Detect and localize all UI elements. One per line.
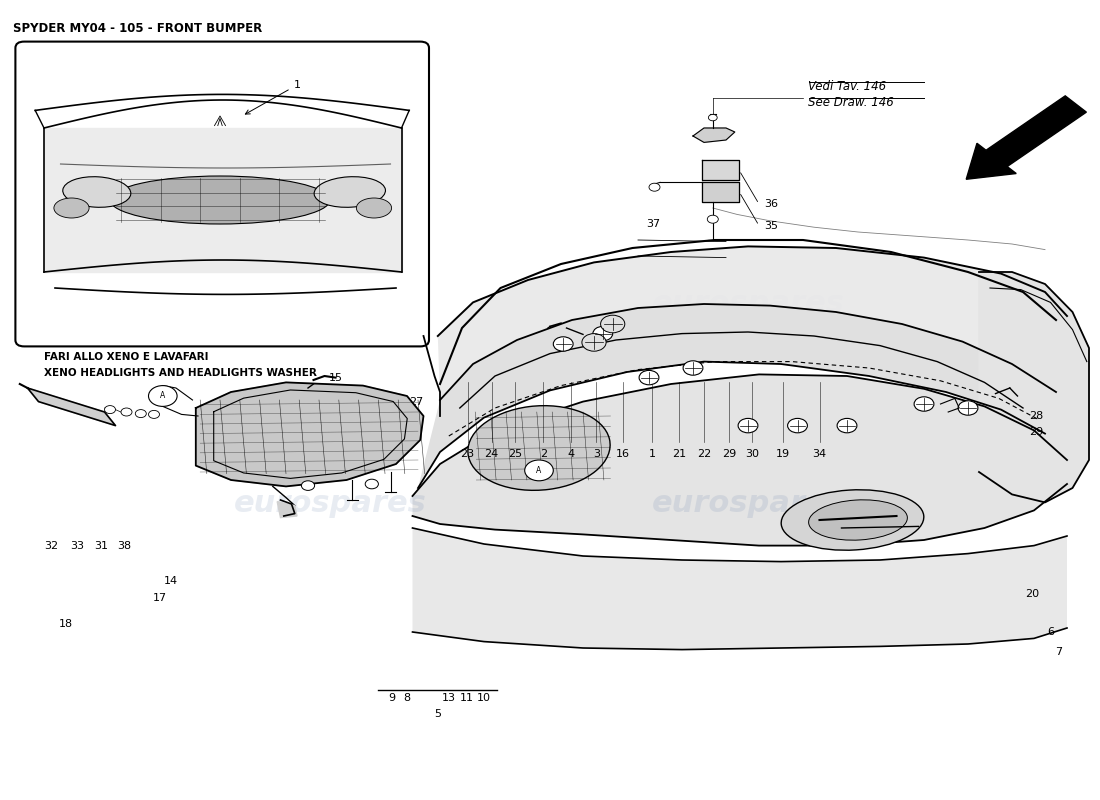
Text: 29: 29 bbox=[1030, 427, 1043, 437]
Polygon shape bbox=[979, 272, 1089, 502]
Text: 32: 32 bbox=[45, 541, 58, 550]
Text: 37: 37 bbox=[646, 219, 660, 229]
Text: 11: 11 bbox=[460, 693, 473, 702]
Polygon shape bbox=[702, 160, 739, 180]
Text: 3: 3 bbox=[593, 450, 600, 459]
Text: 36: 36 bbox=[764, 199, 779, 209]
Text: 27: 27 bbox=[409, 397, 422, 406]
Text: 35: 35 bbox=[764, 221, 779, 230]
Text: 17: 17 bbox=[153, 594, 166, 603]
Text: 7: 7 bbox=[1055, 647, 1061, 657]
Polygon shape bbox=[412, 374, 1067, 546]
Circle shape bbox=[135, 410, 146, 418]
Circle shape bbox=[707, 215, 718, 223]
Text: 21: 21 bbox=[672, 450, 685, 459]
Text: 22: 22 bbox=[697, 450, 711, 459]
Ellipse shape bbox=[315, 177, 385, 207]
Text: eurospares: eurospares bbox=[651, 490, 845, 518]
Text: A: A bbox=[537, 466, 541, 475]
Circle shape bbox=[582, 334, 606, 351]
Ellipse shape bbox=[808, 500, 908, 540]
Text: SPYDER MY04 - 105 - FRONT BUMPER: SPYDER MY04 - 105 - FRONT BUMPER bbox=[13, 22, 263, 34]
Circle shape bbox=[601, 315, 625, 333]
Text: 9: 9 bbox=[388, 693, 395, 702]
Polygon shape bbox=[44, 128, 402, 272]
Text: 1: 1 bbox=[649, 450, 656, 459]
Text: XENO HEADLIGHTS AND HEADLIGHTS WASHER: XENO HEADLIGHTS AND HEADLIGHTS WASHER bbox=[44, 368, 317, 378]
Text: eurospares: eurospares bbox=[233, 490, 427, 518]
Text: 4: 4 bbox=[568, 450, 574, 459]
Text: 5: 5 bbox=[434, 709, 441, 718]
Text: 26: 26 bbox=[404, 415, 417, 425]
Text: 20: 20 bbox=[1025, 589, 1038, 598]
Text: 33: 33 bbox=[70, 541, 84, 550]
Ellipse shape bbox=[63, 177, 131, 207]
Ellipse shape bbox=[468, 406, 610, 490]
Polygon shape bbox=[418, 304, 1056, 488]
Text: 10: 10 bbox=[477, 693, 491, 702]
Circle shape bbox=[837, 418, 857, 433]
Text: 29: 29 bbox=[723, 450, 736, 459]
Circle shape bbox=[365, 479, 378, 489]
Circle shape bbox=[553, 337, 573, 351]
Circle shape bbox=[593, 326, 613, 341]
Text: 14: 14 bbox=[164, 576, 177, 586]
Circle shape bbox=[525, 460, 553, 481]
Ellipse shape bbox=[356, 198, 392, 218]
Polygon shape bbox=[277, 502, 297, 518]
FancyArrow shape bbox=[966, 96, 1087, 179]
Polygon shape bbox=[438, 246, 1067, 400]
Polygon shape bbox=[693, 128, 735, 142]
Ellipse shape bbox=[781, 490, 924, 550]
Text: Vedi Tav. 146: Vedi Tav. 146 bbox=[808, 80, 887, 93]
Text: 8: 8 bbox=[404, 693, 410, 702]
Text: 28: 28 bbox=[1030, 411, 1043, 421]
Circle shape bbox=[958, 401, 978, 415]
Text: 25: 25 bbox=[508, 450, 521, 459]
Ellipse shape bbox=[110, 176, 330, 224]
Polygon shape bbox=[196, 382, 424, 486]
Text: A: A bbox=[161, 391, 165, 401]
Text: 19: 19 bbox=[777, 450, 790, 459]
Polygon shape bbox=[28, 388, 115, 426]
Polygon shape bbox=[702, 182, 739, 202]
Circle shape bbox=[649, 183, 660, 191]
Text: 18: 18 bbox=[59, 619, 73, 629]
Text: 24: 24 bbox=[485, 450, 498, 459]
Text: 23: 23 bbox=[461, 450, 474, 459]
Circle shape bbox=[683, 361, 703, 375]
Circle shape bbox=[738, 418, 758, 433]
Text: 13: 13 bbox=[442, 693, 455, 702]
Circle shape bbox=[914, 397, 934, 411]
Circle shape bbox=[788, 418, 807, 433]
Text: 30: 30 bbox=[746, 450, 759, 459]
Circle shape bbox=[301, 481, 315, 490]
Text: eurospares: eurospares bbox=[233, 290, 427, 318]
Circle shape bbox=[121, 408, 132, 416]
Text: 38: 38 bbox=[118, 541, 131, 550]
Text: FARI ALLO XENO E LAVAFARI: FARI ALLO XENO E LAVAFARI bbox=[44, 352, 209, 362]
Circle shape bbox=[104, 406, 116, 414]
Text: 15: 15 bbox=[329, 373, 342, 382]
Text: 31: 31 bbox=[95, 541, 108, 550]
Circle shape bbox=[148, 410, 159, 418]
Ellipse shape bbox=[54, 198, 89, 218]
Text: 1: 1 bbox=[245, 80, 300, 114]
FancyBboxPatch shape bbox=[15, 42, 429, 346]
Circle shape bbox=[639, 370, 659, 385]
Circle shape bbox=[148, 386, 177, 406]
Text: eurospares: eurospares bbox=[651, 290, 845, 318]
Text: 6: 6 bbox=[1047, 627, 1054, 637]
Polygon shape bbox=[412, 528, 1067, 650]
Text: 2: 2 bbox=[540, 450, 547, 459]
Text: See Draw. 146: See Draw. 146 bbox=[808, 96, 894, 109]
Text: 34: 34 bbox=[813, 450, 826, 459]
Text: 16: 16 bbox=[616, 450, 629, 459]
Circle shape bbox=[708, 114, 717, 121]
Text: 12: 12 bbox=[387, 434, 400, 443]
